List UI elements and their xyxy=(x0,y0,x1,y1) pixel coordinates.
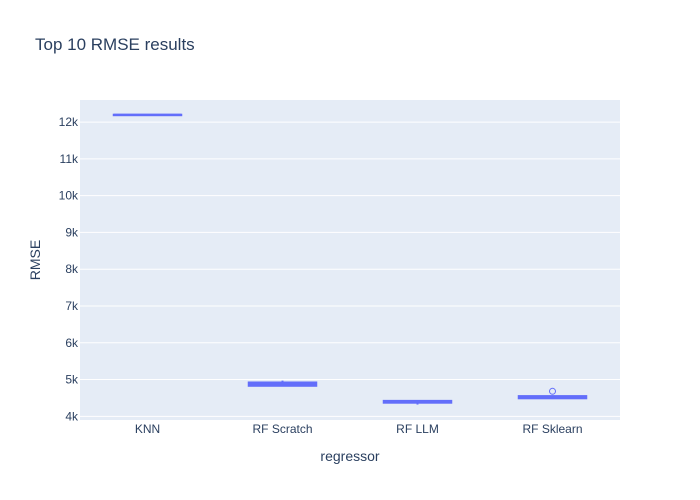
box-series xyxy=(112,113,588,405)
y-tick-label: 7k xyxy=(65,299,79,313)
y-tick-label: 11k xyxy=(60,152,79,166)
x-axis-ticks: KNN RF Scratch RF LLM RF Sklearn xyxy=(135,422,583,436)
x-tick-label: RF Scratch xyxy=(252,422,312,436)
gridlines xyxy=(80,121,620,417)
y-axis-ticks: 4k 5k 6k 7k 8k 9k 10k 11k 12k xyxy=(59,115,79,423)
y-tick-label: 9k xyxy=(65,225,79,239)
box-rf-llm xyxy=(382,399,453,405)
box-rf-scratch xyxy=(247,380,318,387)
y-tick-label: 12k xyxy=(59,115,79,129)
y-tick-label: 6k xyxy=(65,336,79,350)
x-tick-label: KNN xyxy=(135,422,160,436)
plot-area xyxy=(80,100,620,420)
x-axis-title: regressor xyxy=(320,448,379,464)
y-axis-title: RMSE xyxy=(27,240,43,280)
x-tick-label: RF Sklearn xyxy=(522,422,582,436)
y-tick-label: 4k xyxy=(65,409,79,423)
y-tick-label: 5k xyxy=(65,373,79,387)
chart-title: Top 10 RMSE results xyxy=(35,35,195,54)
box-outlier-point xyxy=(549,387,556,395)
y-tick-label: 10k xyxy=(59,189,79,203)
y-tick-label: 8k xyxy=(65,262,79,276)
box-rf-sklearn xyxy=(517,387,588,400)
box-knn xyxy=(112,113,183,117)
x-tick-label: RF LLM xyxy=(396,422,439,436)
